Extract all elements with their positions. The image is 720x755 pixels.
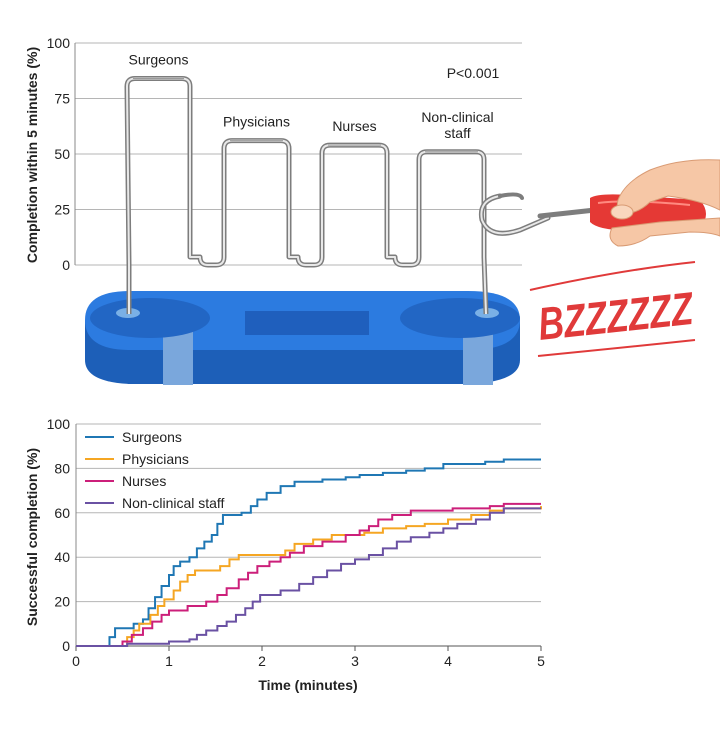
wire-highlight — [126, 77, 487, 315]
bottom-x-tick-label: 0 — [72, 653, 80, 669]
category-label: Non-clinical staff — [421, 109, 493, 141]
top-y-tick-label: 100 — [47, 35, 71, 51]
top-y-axis-label: Completion within 5 minutes (%) — [24, 47, 40, 263]
bottom-x-tick-label: 2 — [258, 653, 266, 669]
buzzer-base — [85, 291, 520, 385]
bottom-x-axis-label: Time (minutes) — [258, 677, 357, 693]
legend-label: Non-clinical staff — [122, 495, 225, 511]
category-label: Physicians — [223, 114, 290, 130]
category-label: Nurses — [332, 118, 376, 134]
bottom-y-tick-label: 80 — [54, 460, 70, 476]
bottom-x-tick-label: 5 — [537, 653, 545, 669]
bottom-y-axis-label: Successful completion (%) — [24, 448, 40, 626]
top-y-tick-label: 0 — [62, 257, 70, 273]
top-y-tick-label: 25 — [54, 202, 70, 218]
bottom-y-tick-label: 60 — [54, 505, 70, 521]
bottom-y-tick-label: 0 — [62, 638, 70, 654]
buzz-label: BZZZZZZ — [536, 282, 697, 350]
p-value-annotation: P<0.001 — [447, 65, 500, 81]
bottom-x-tick-label: 1 — [165, 653, 173, 669]
category-label: Surgeons — [129, 52, 189, 68]
legend-label: Nurses — [122, 473, 166, 489]
hand-illustration — [609, 159, 720, 247]
legend-label: Physicians — [122, 451, 189, 467]
bottom-y-tick-label: 20 — [54, 594, 70, 610]
bottom-y-tick-label: 100 — [47, 416, 71, 432]
top-chart: 0 25 50 75 100 Completion within 5 minutes (%… — [24, 35, 720, 385]
series-line-nurses — [76, 502, 541, 647]
bottom-y-tick-label: 40 — [54, 549, 70, 565]
legend-label: Surgeons — [122, 429, 182, 445]
series-line-physicians — [76, 506, 542, 647]
series-line-non-clinical-staff — [76, 507, 541, 647]
top-y-tick-label: 75 — [54, 91, 70, 107]
bottom-chart: 0 20 40 60 80 100 0 1 2 3 4 5 Time (minutes) Successf… — [24, 416, 545, 693]
top-y-tick-label: 50 — [54, 146, 70, 162]
bottom-x-tick-label: 4 — [444, 653, 452, 669]
series-line-surgeons — [76, 458, 541, 647]
wand-rod — [537, 207, 598, 219]
bottom-x-tick-label: 3 — [351, 653, 359, 669]
buzz-sound-text: BZZZZZZ — [529, 261, 697, 357]
